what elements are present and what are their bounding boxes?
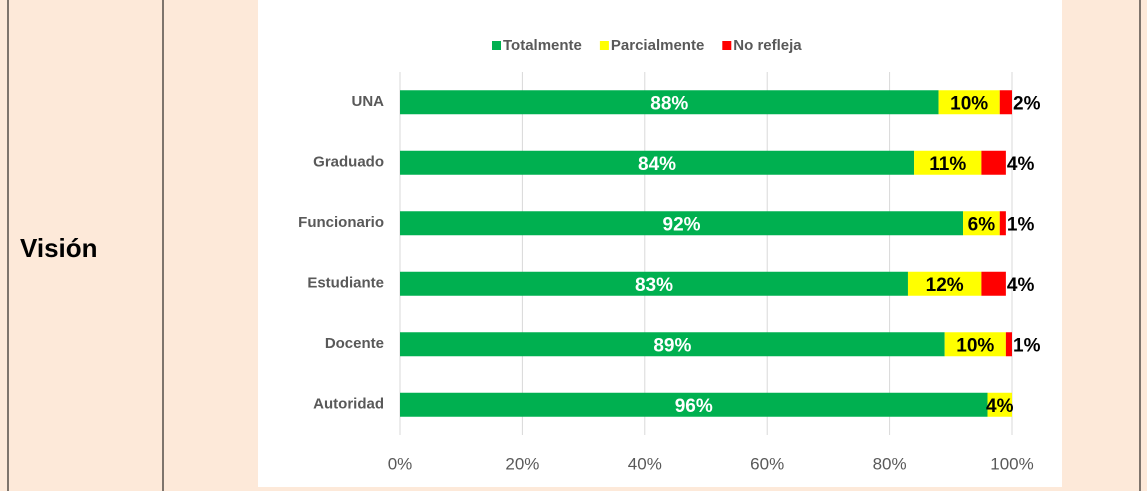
bar-segment	[400, 271, 908, 296]
x-tick-label: 100%	[990, 454, 1033, 473]
legend-label: Totalmente	[503, 37, 582, 54]
data-label: 4%	[986, 396, 1014, 417]
data-label: 10%	[950, 93, 988, 114]
y-tick-label: Docente	[325, 335, 384, 352]
legend-swatch	[492, 41, 501, 50]
row-label: Visión	[20, 233, 98, 263]
bar-segment	[999, 211, 1006, 236]
legend-swatch	[722, 41, 732, 50]
legend-label: Parcialmente	[611, 37, 704, 54]
bar-segment	[907, 271, 982, 296]
bar-segment	[400, 150, 915, 175]
bar-segment	[400, 332, 945, 357]
bar-segment	[987, 392, 1012, 417]
data-label: 83%	[635, 275, 673, 296]
data-label: 4%	[1007, 154, 1035, 175]
bar-segment	[400, 211, 964, 236]
y-tick-label: Graduado	[313, 154, 384, 171]
bar-segment	[981, 271, 1006, 296]
y-tick-label: Autoridad	[313, 396, 384, 413]
data-label: 96%	[675, 396, 713, 417]
y-tick-label: UNA	[352, 93, 385, 110]
bar-segment	[1005, 332, 1012, 357]
data-label: 6%	[968, 214, 996, 235]
y-tick-label: Estudiante	[307, 275, 384, 292]
data-label: 4%	[1007, 275, 1035, 296]
x-tick-label: 40%	[628, 454, 662, 473]
data-label: 2%	[1013, 93, 1041, 114]
data-label: 84%	[638, 154, 676, 175]
bar-segment	[999, 90, 1012, 115]
data-label: 89%	[653, 335, 691, 356]
legend-label: No refleja	[733, 37, 802, 54]
bar-segment	[400, 90, 939, 115]
data-label: 11%	[929, 154, 966, 175]
data-label: 92%	[663, 214, 701, 235]
bar-segment	[981, 150, 1006, 175]
data-label: 12%	[926, 275, 964, 296]
bar-segment	[400, 392, 988, 417]
x-tick-label: 0%	[388, 454, 413, 473]
data-label: 88%	[650, 93, 688, 114]
bar-segment	[938, 90, 1000, 115]
y-tick-label: Funcionario	[298, 214, 384, 231]
bar-segment	[944, 332, 1006, 357]
legend-swatch	[599, 41, 609, 50]
x-tick-label: 20%	[505, 454, 539, 473]
data-label: 10%	[956, 335, 994, 356]
data-label: 1%	[1007, 214, 1035, 235]
bar-segment	[963, 211, 1000, 236]
bar-segment	[914, 150, 982, 175]
data-label: 1%	[1013, 335, 1041, 356]
x-tick-label: 60%	[750, 454, 784, 473]
x-tick-label: 80%	[873, 454, 907, 473]
